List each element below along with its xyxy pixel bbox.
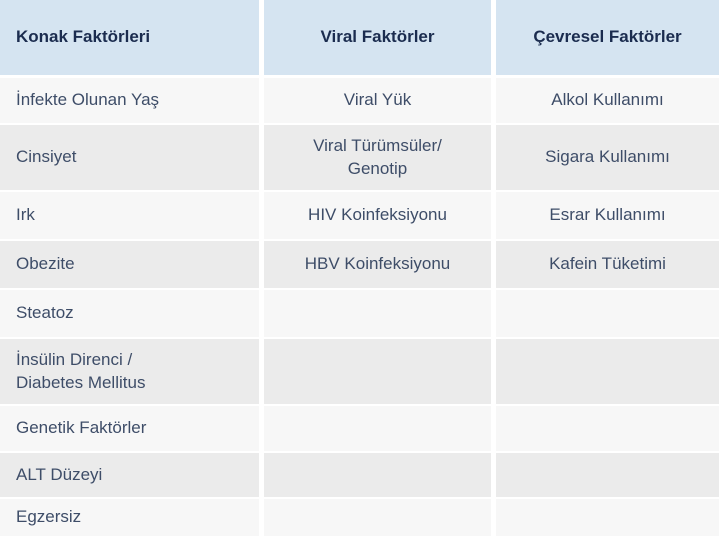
- cell-exercise: Egzersiz: [0, 499, 259, 536]
- cell-empty: [264, 406, 491, 451]
- table-row: İnsülin Direnci / Diabetes Mellitus: [0, 339, 719, 404]
- column-header-viral-factors: Viral Faktörler: [264, 0, 491, 75]
- cell-gender: Cinsiyet: [0, 125, 259, 190]
- cell-obesity: Obezite: [0, 241, 259, 288]
- cell-empty: [496, 339, 719, 404]
- cell-empty: [496, 290, 719, 337]
- cell-empty: [264, 453, 491, 497]
- cell-empty: [496, 406, 719, 451]
- cell-quasispecies-genotype: Viral Türümsüler/ Genotip: [264, 125, 491, 190]
- cell-caffeine: Kafein Tüketimi: [496, 241, 719, 288]
- cell-race: Irk: [0, 192, 259, 239]
- table-header-row: Konak Faktörleri Viral Faktörler Çevrese…: [0, 0, 719, 75]
- cell-alcohol-use: Alkol Kullanımı: [496, 78, 719, 123]
- column-header-host-factors: Konak Faktörleri: [0, 0, 259, 75]
- cell-empty: [264, 499, 491, 536]
- cell-genetic-factors: Genetik Faktörler: [0, 406, 259, 451]
- cell-empty: [264, 339, 491, 404]
- cell-viral-load: Viral Yük: [264, 78, 491, 123]
- cell-host-age: İnfekte Olunan Yaş: [0, 78, 259, 123]
- cell-empty: [496, 453, 719, 497]
- cell-empty: [264, 290, 491, 337]
- cell-hiv-coinfection: HIV Koinfeksiyonu: [264, 192, 491, 239]
- cell-cannabis-use: Esrar Kullanımı: [496, 192, 719, 239]
- column-header-environmental-factors: Çevresel Faktörler: [496, 0, 719, 75]
- table-row: Steatoz: [0, 290, 719, 337]
- cell-alt-level: ALT Düzeyi: [0, 453, 259, 497]
- cell-empty: [496, 499, 719, 536]
- cell-steatosis: Steatoz: [0, 290, 259, 337]
- table-row: İnfekte Olunan Yaş Viral Yük Alkol Kulla…: [0, 78, 719, 123]
- table-row: Egzersiz: [0, 499, 719, 536]
- cell-insulin-resistance: İnsülin Direnci / Diabetes Mellitus: [0, 339, 259, 404]
- table-row: ALT Düzeyi: [0, 453, 719, 497]
- cell-smoking: Sigara Kullanımı: [496, 125, 719, 190]
- table-row: Genetik Faktörler: [0, 406, 719, 451]
- table-row: Cinsiyet Viral Türümsüler/ Genotip Sigar…: [0, 125, 719, 190]
- table-row: Obezite HBV Koinfeksiyonu Kafein Tüketim…: [0, 241, 719, 288]
- cell-hbv-coinfection: HBV Koinfeksiyonu: [264, 241, 491, 288]
- table-row: Irk HIV Koinfeksiyonu Esrar Kullanımı: [0, 192, 719, 239]
